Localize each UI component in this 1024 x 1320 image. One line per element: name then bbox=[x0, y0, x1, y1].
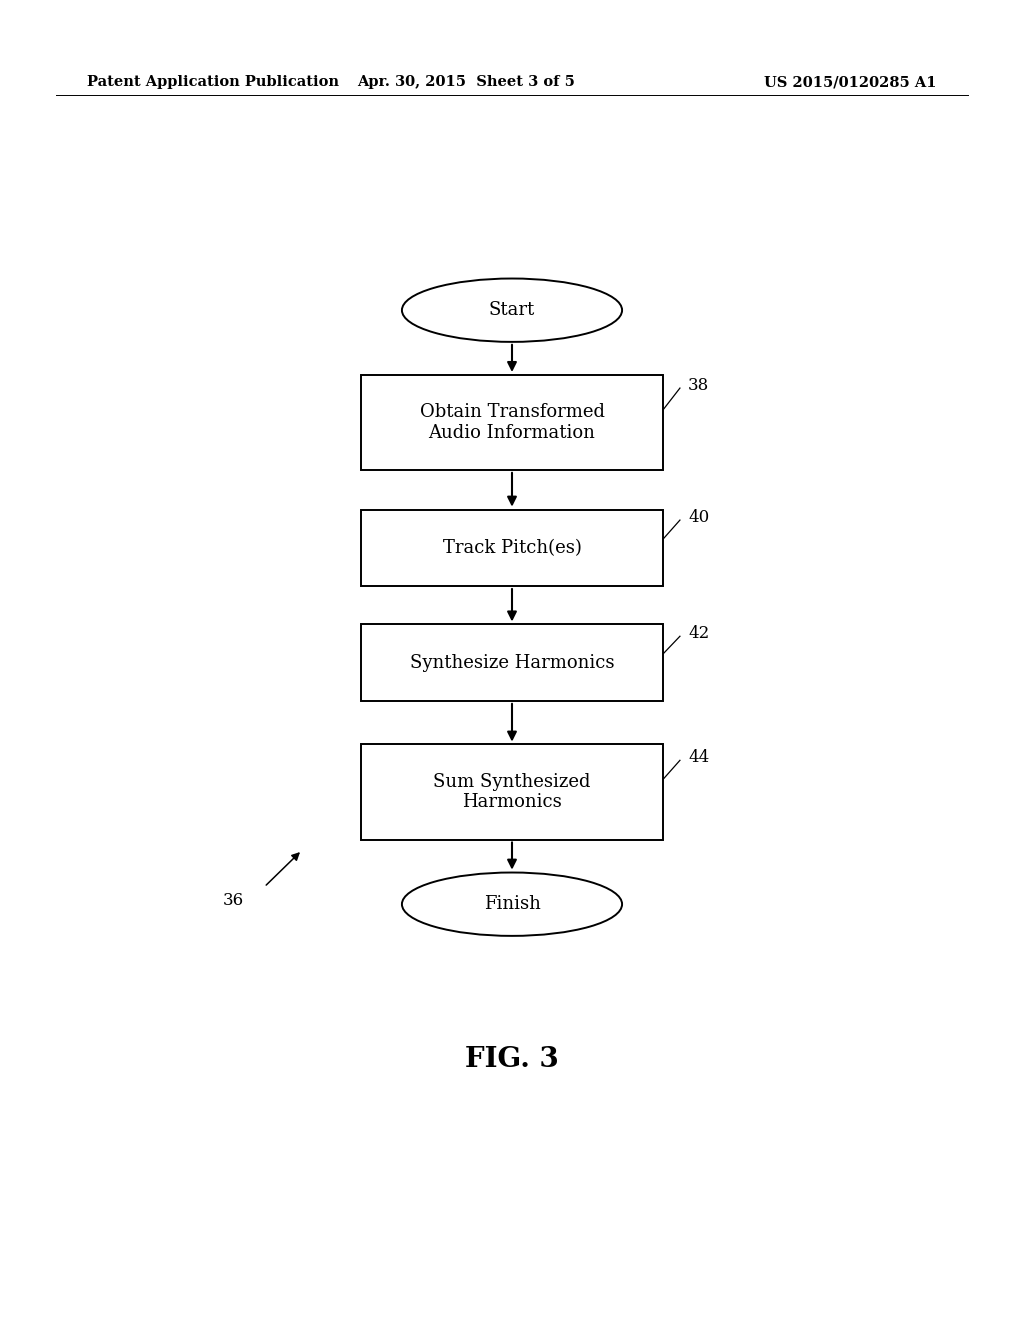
Bar bbox=[361, 375, 664, 470]
Text: Apr. 30, 2015  Sheet 3 of 5: Apr. 30, 2015 Sheet 3 of 5 bbox=[357, 75, 574, 90]
Text: Obtain Transformed
Audio Information: Obtain Transformed Audio Information bbox=[420, 403, 604, 442]
Text: FIG. 3: FIG. 3 bbox=[465, 1047, 559, 1073]
Bar bbox=[361, 744, 664, 840]
Text: 44: 44 bbox=[688, 750, 710, 766]
Bar bbox=[361, 510, 664, 586]
Text: Sum Synthesized
Harmonics: Sum Synthesized Harmonics bbox=[433, 772, 591, 812]
Text: Synthesize Harmonics: Synthesize Harmonics bbox=[410, 653, 614, 672]
Text: Track Pitch(es): Track Pitch(es) bbox=[442, 539, 582, 557]
Bar bbox=[361, 624, 664, 701]
Text: 36: 36 bbox=[223, 892, 244, 908]
Text: Finish: Finish bbox=[483, 895, 541, 913]
Text: 42: 42 bbox=[688, 626, 710, 642]
Text: 40: 40 bbox=[688, 510, 710, 525]
Text: Patent Application Publication: Patent Application Publication bbox=[87, 75, 339, 90]
Text: 38: 38 bbox=[688, 378, 710, 393]
Text: Start: Start bbox=[488, 301, 536, 319]
Text: US 2015/0120285 A1: US 2015/0120285 A1 bbox=[765, 75, 937, 90]
